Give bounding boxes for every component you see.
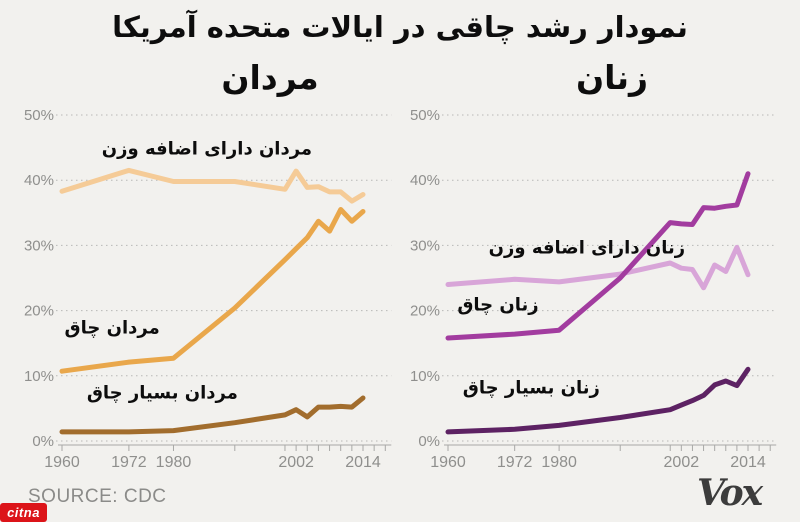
men-chart-canvas: 0% 10% 20% 30% 40% 50% 1960 1972 1980 2002 2014: [24, 107, 392, 471]
series-label-obese-women: زنان چاق: [457, 294, 539, 316]
series-label-overweight-men: مردان دارای اضافه وزن: [101, 138, 313, 160]
women-chart-title: زنان: [576, 58, 648, 97]
x-axis-tick-label: 2014: [730, 454, 766, 471]
page-title: نمودار رشد چاقی در ایالات متحده آمریکا: [112, 10, 688, 44]
x-axis-tick-label: 1960: [44, 454, 80, 471]
y-axis-tick-label: 30%: [410, 237, 440, 254]
x-axis-tick-label: 1972: [111, 454, 147, 471]
y-axis-tick-label: 20%: [410, 303, 440, 320]
x-axis-tick-label: 1960: [430, 454, 466, 471]
y-axis-tick-label: 50%: [24, 107, 54, 124]
y-axis-tick-label: 0%: [418, 433, 440, 450]
y-axis-tick-label: 10%: [24, 368, 54, 385]
x-axis-tick-label: 2002: [278, 454, 314, 471]
x-axis-tick-label: 2014: [345, 454, 381, 471]
y-axis-tick-label: 50%: [410, 107, 440, 124]
series-label-very-obese-women: زنان بسیار چاق: [462, 377, 600, 399]
y-axis-tick-label: 0%: [32, 433, 54, 450]
y-axis-tick-label: 40%: [410, 172, 440, 189]
y-axis-tick-label: 20%: [24, 303, 54, 320]
series-line-obese-women: [445, 171, 751, 341]
vox-logo: Vox: [697, 472, 763, 514]
series-line-overweight-women: [445, 244, 751, 291]
series-line-very-obese-men: [59, 395, 366, 435]
source-note: SOURCE: CDC: [28, 486, 167, 507]
y-axis-tick-label: 40%: [24, 172, 54, 189]
series-line-very-obese-women: [445, 366, 751, 435]
men-chart: 0% 10% 20% 30% 40% 50% 1960 1972 1980 2002 2014 مر…: [20, 105, 415, 471]
x-axis-tick-label: 1980: [156, 454, 192, 471]
y-axis-tick-label: 10%: [410, 368, 440, 385]
series-line-obese-men: [59, 207, 366, 374]
series-label-very-obese-men: مردان بسیار چاق: [86, 382, 238, 404]
women-chart-canvas: 0% 10% 20% 30% 40% 50% 1960 1972 1980 2002 2014: [410, 107, 777, 471]
men-chart-title: مردان: [221, 58, 319, 97]
x-axis-tick-label: 1972: [497, 454, 533, 471]
x-axis-tick-label: 2002: [664, 454, 700, 471]
series-label-obese-men: مردان چاق: [64, 317, 160, 339]
y-axis-tick-label: 30%: [24, 237, 54, 254]
x-axis-tick-label: 1980: [541, 454, 577, 471]
women-chart: 0% 10% 20% 30% 40% 50% 1960 1972 1980 2002 2014 زن…: [405, 105, 800, 471]
series-line-overweight-men: [59, 167, 366, 204]
citna-logo: citna: [0, 503, 47, 522]
series-label-overweight-women: زنان دارای اضافه وزن: [488, 237, 686, 259]
